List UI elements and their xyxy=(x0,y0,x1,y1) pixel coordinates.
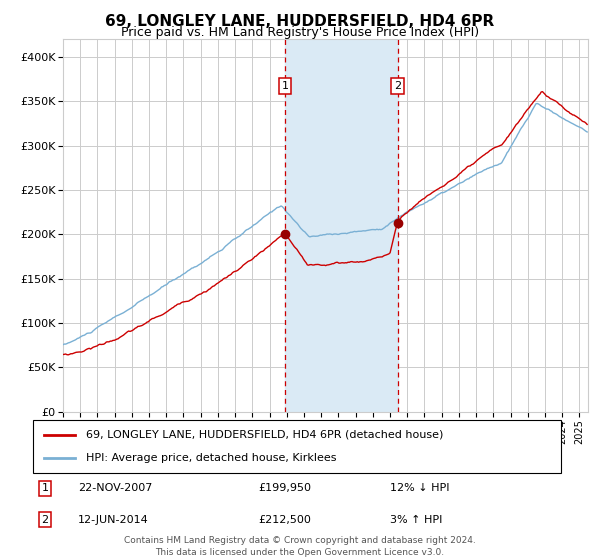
Text: Price paid vs. HM Land Registry's House Price Index (HPI): Price paid vs. HM Land Registry's House … xyxy=(121,26,479,39)
Text: 69, LONGLEY LANE, HUDDERSFIELD, HD4 6PR (detached house): 69, LONGLEY LANE, HUDDERSFIELD, HD4 6PR … xyxy=(86,430,443,440)
Text: 1: 1 xyxy=(281,81,289,91)
Text: 2: 2 xyxy=(394,81,401,91)
Text: 69, LONGLEY LANE, HUDDERSFIELD, HD4 6PR: 69, LONGLEY LANE, HUDDERSFIELD, HD4 6PR xyxy=(106,14,494,29)
Text: £199,950: £199,950 xyxy=(258,483,311,493)
Text: 2: 2 xyxy=(41,515,49,525)
FancyBboxPatch shape xyxy=(33,420,561,473)
Text: £212,500: £212,500 xyxy=(258,515,311,525)
Text: HPI: Average price, detached house, Kirklees: HPI: Average price, detached house, Kirk… xyxy=(86,453,337,463)
Text: 1: 1 xyxy=(41,483,49,493)
Bar xyxy=(285,39,398,412)
Text: 3% ↑ HPI: 3% ↑ HPI xyxy=(390,515,442,525)
Text: 22-NOV-2007: 22-NOV-2007 xyxy=(78,483,152,493)
Text: Contains HM Land Registry data © Crown copyright and database right 2024.
This d: Contains HM Land Registry data © Crown c… xyxy=(124,536,476,557)
Text: 12% ↓ HPI: 12% ↓ HPI xyxy=(390,483,449,493)
Text: 12-JUN-2014: 12-JUN-2014 xyxy=(78,515,149,525)
